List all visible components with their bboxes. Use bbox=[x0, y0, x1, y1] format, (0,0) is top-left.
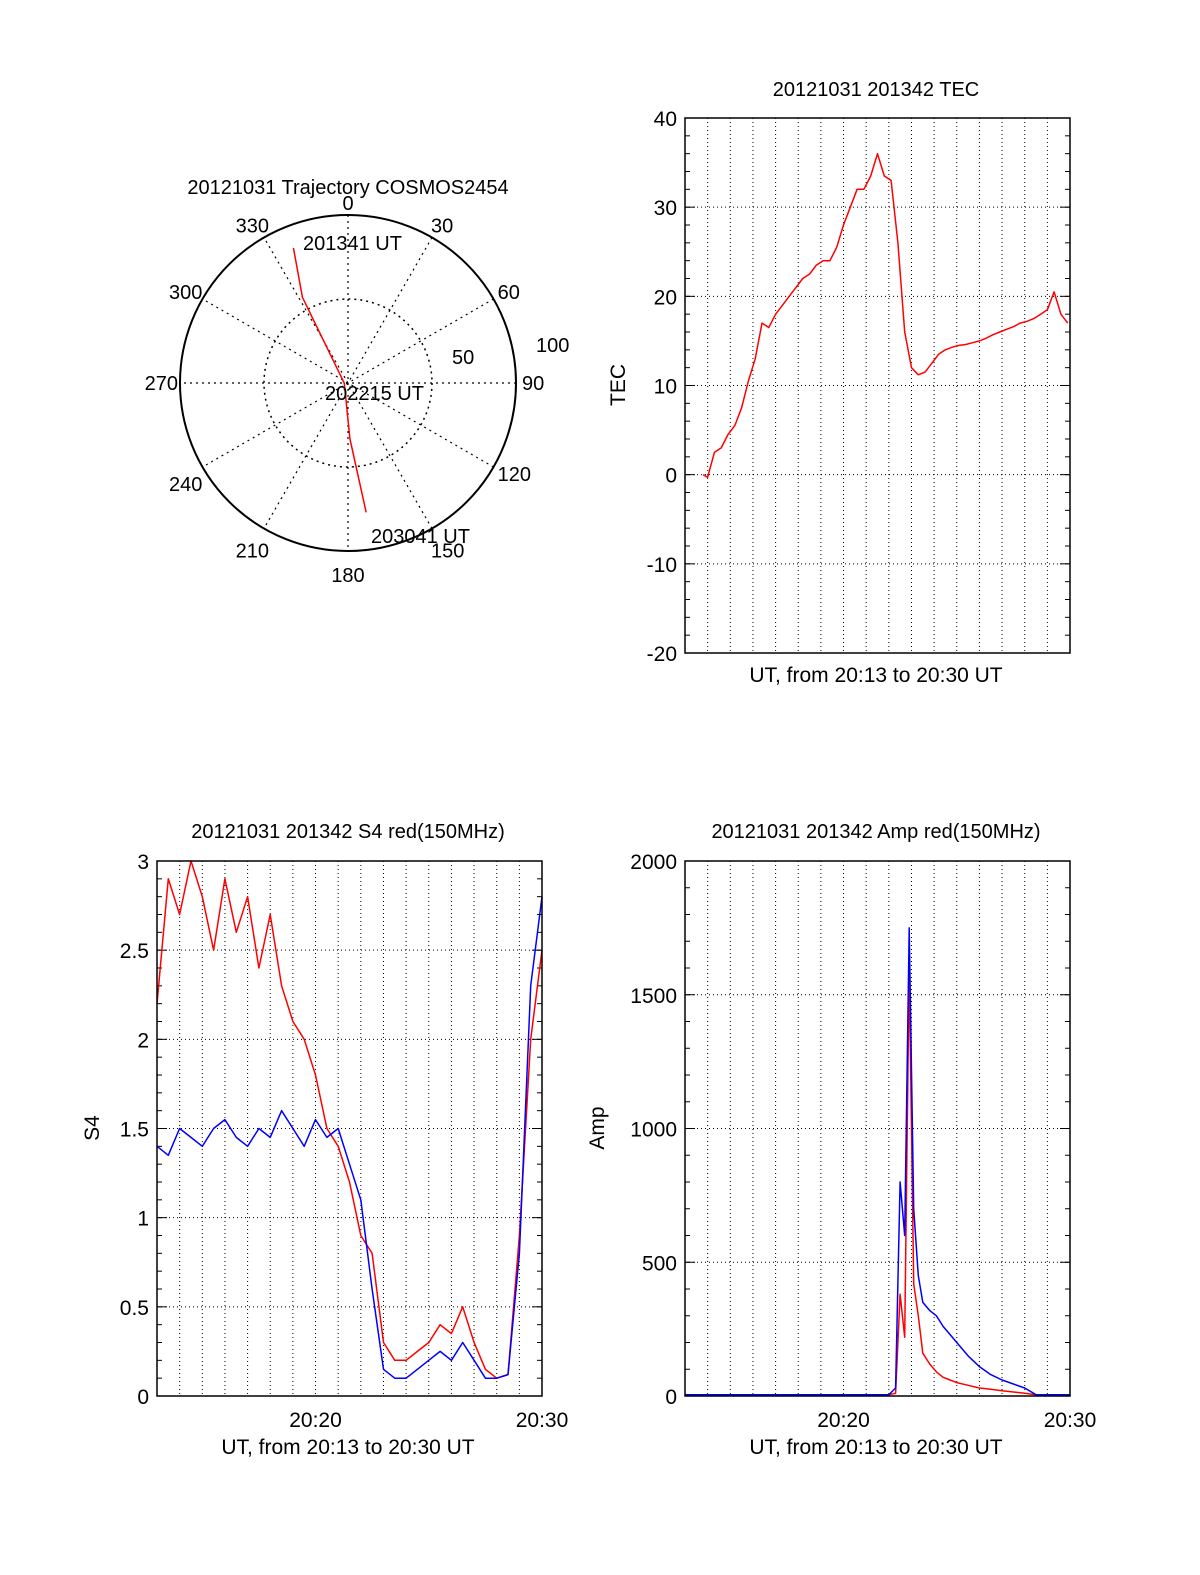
amp-ylabel: Amp bbox=[586, 1106, 609, 1149]
s4-xlabel: UT, from 20:13 to 20:30 UT bbox=[221, 1436, 474, 1459]
y-tick-label: 0 bbox=[665, 1386, 677, 1409]
polar-azimuth-tick-label: 0 bbox=[342, 193, 353, 215]
polar-azimuth-tick-label: 150 bbox=[431, 541, 464, 563]
series-line bbox=[685, 967, 1070, 1396]
polar-azimuth-tick-label: 240 bbox=[169, 474, 202, 496]
series-line bbox=[156, 860, 543, 1379]
y-tick-label: 0 bbox=[665, 465, 677, 488]
plot-frame bbox=[684, 117, 1071, 654]
series-line bbox=[156, 896, 543, 1379]
y-tick-label: 3 bbox=[137, 851, 149, 874]
polar-time-label: 203041 UT bbox=[371, 526, 470, 548]
tec-title: 20121031 201342 TEC bbox=[773, 79, 979, 101]
tec-ylabel: TEC bbox=[607, 364, 630, 406]
polar-radial-tick-label: 100 bbox=[536, 335, 569, 357]
s4-plot: 20121031 201342 S4 red(150MHz) UT, from … bbox=[81, 821, 568, 1459]
y-tick-label: -10 bbox=[647, 554, 677, 577]
plot-frame bbox=[156, 860, 543, 1397]
y-tick-label: 1000 bbox=[630, 1119, 677, 1142]
y-tick-label: 2 bbox=[137, 1029, 149, 1052]
polar-radial-tick-label: 50 bbox=[452, 347, 474, 369]
polar-azimuth-tick-label: 180 bbox=[331, 565, 364, 587]
polar-track bbox=[292, 247, 367, 513]
series-line bbox=[702, 152, 1069, 479]
y-tick-label: 30 bbox=[654, 197, 677, 220]
y-tick-label: 1500 bbox=[630, 985, 677, 1008]
x-tick-label: 20:20 bbox=[817, 1409, 870, 1432]
polar-spoke bbox=[263, 237, 433, 529]
polar-azimuth-tick-label: 30 bbox=[431, 215, 453, 237]
s4-ylabel: S4 bbox=[81, 1115, 104, 1141]
polar-azimuth-tick-label: 120 bbox=[498, 464, 531, 486]
series-line bbox=[685, 927, 1070, 1396]
polar-time-label: 201341 UT bbox=[303, 233, 402, 255]
x-tick-label: 20:20 bbox=[289, 1409, 342, 1432]
polar-azimuth-tick-label: 60 bbox=[498, 282, 520, 304]
s4-title: 20121031 201342 S4 red(150MHz) bbox=[191, 821, 505, 843]
polar-azimuth-tick-label: 90 bbox=[522, 373, 544, 395]
polar-azimuth-tick-label: 210 bbox=[236, 541, 269, 563]
y-tick-label: 40 bbox=[654, 108, 677, 131]
amp-plot: 20121031 201342 Amp red(150MHz) UT, from… bbox=[586, 821, 1096, 1459]
polar-azimuth-tick-label: 300 bbox=[169, 282, 202, 304]
amp-xlabel: UT, from 20:13 to 20:30 UT bbox=[749, 1436, 1002, 1459]
polar-trajectory-plot: 20121031 Trajectory COSMOS2454 0 30 60 90 12… bbox=[145, 177, 570, 587]
polar-time-label: 202215 UT bbox=[325, 383, 424, 405]
tec-xlabel: UT, from 20:13 to 20:30 UT bbox=[749, 664, 1002, 687]
y-tick-label: 0.5 bbox=[120, 1297, 149, 1320]
y-tick-label: 500 bbox=[642, 1252, 677, 1275]
y-tick-label: 2.5 bbox=[120, 940, 149, 963]
polar-title: 20121031 Trajectory COSMOS2454 bbox=[187, 177, 508, 199]
y-tick-label: 1 bbox=[137, 1208, 149, 1231]
tec-plot: 20121031 201342 TEC UT, from 20:13 to 20… bbox=[607, 79, 1071, 687]
polar-azimuth-tick-label: 330 bbox=[236, 215, 269, 237]
y-tick-label: 0 bbox=[137, 1386, 149, 1409]
amp-title: 20121031 201342 Amp red(150MHz) bbox=[711, 821, 1040, 843]
plot-frame bbox=[684, 860, 1071, 1397]
y-tick-label: 1.5 bbox=[120, 1119, 149, 1142]
x-tick-label: 20:30 bbox=[1044, 1409, 1097, 1432]
polar-azimuth-tick-label: 270 bbox=[145, 373, 178, 395]
y-tick-label: 20 bbox=[654, 286, 677, 309]
x-tick-label: 20:30 bbox=[516, 1409, 569, 1432]
y-tick-label: 2000 bbox=[630, 851, 677, 874]
y-tick-label: 10 bbox=[654, 376, 677, 399]
y-tick-label: -20 bbox=[647, 643, 677, 666]
